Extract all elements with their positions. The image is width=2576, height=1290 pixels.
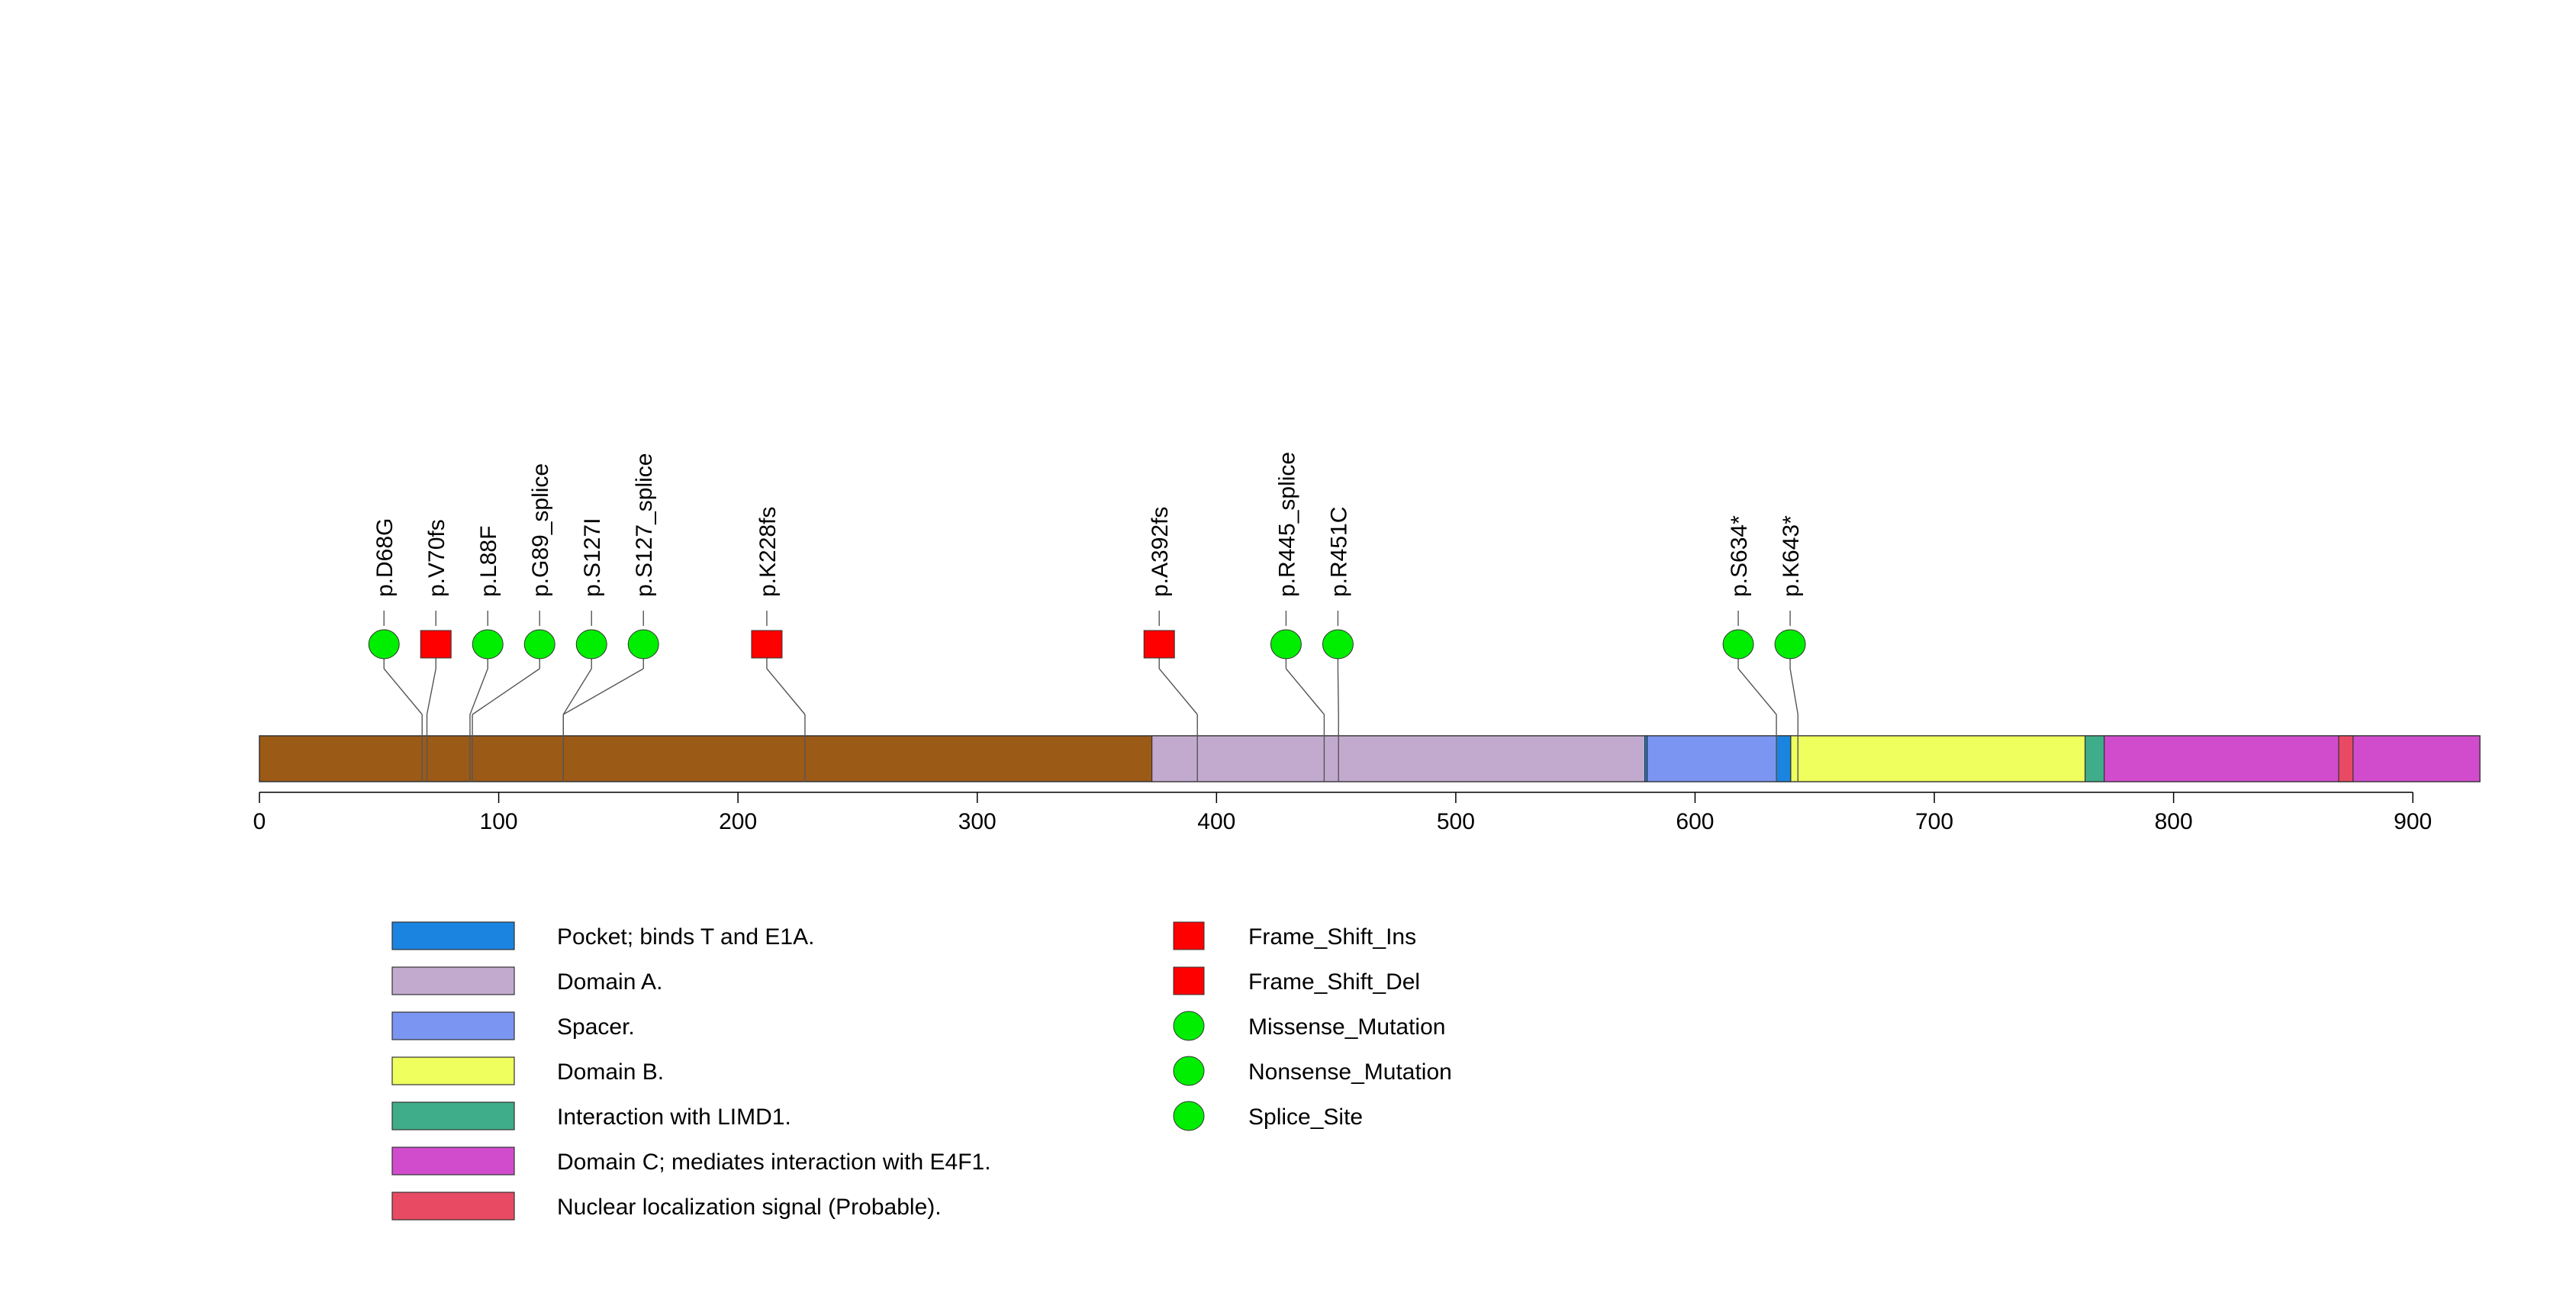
mutation-label: p.R445_splice xyxy=(1274,452,1299,597)
mutation-marker xyxy=(1322,629,1354,660)
mutation-labels-group: p.D68G p.V70fs p.L88F p.G89_splice p.S127I p.… xyxy=(372,452,1804,597)
domain-legend-label: Spacer. xyxy=(557,1014,635,1040)
mutation-legend-circle xyxy=(1173,1011,1205,1041)
x-axis-tick-label: 500 xyxy=(1437,809,1475,834)
x-axis-tick-label: 200 xyxy=(719,809,757,834)
frameshift-marker xyxy=(1143,630,1175,659)
mutation-markers-group xyxy=(368,629,1806,660)
domain-block xyxy=(1776,735,1792,782)
mutation-connector xyxy=(562,668,592,715)
mutation-connector xyxy=(562,668,644,715)
domain-legend-label: Nuclear localization signal (Probable). xyxy=(557,1195,942,1220)
mutation-legend-label: Frame_Shift_Del xyxy=(1248,969,1420,995)
mutation-label: p.S127_splice xyxy=(632,453,657,597)
domain-legend-swatch xyxy=(391,966,515,995)
x-axis-tick-label: 100 xyxy=(480,809,518,834)
mutation-connector xyxy=(472,668,540,715)
mutation-label: p.R451C xyxy=(1326,507,1351,597)
x-axis-tick-label: 900 xyxy=(2394,809,2432,834)
domain-legend-swatch xyxy=(391,1101,515,1130)
mutation-connector xyxy=(1285,668,1325,715)
mutation-marker xyxy=(368,629,400,660)
mutation-marker xyxy=(472,629,504,660)
mutation-legend-label: Missense_Mutation xyxy=(1248,1014,1445,1040)
domain-block xyxy=(2338,735,2354,782)
domain-legend-swatch xyxy=(391,921,515,950)
domain-legend-swatch xyxy=(391,1146,515,1176)
x-axis-tick-label: 700 xyxy=(1915,809,1953,834)
domain-legend: Pocket; binds T and E1A. Domain A. Spacer.… xyxy=(391,921,991,1221)
mutation-connector xyxy=(1737,668,1777,715)
mutation-legend-circle xyxy=(1173,1101,1205,1131)
mutation-label: p.V70fs xyxy=(424,519,449,597)
domain-block xyxy=(2104,735,2481,782)
x-axis-tick-label: 600 xyxy=(1676,809,1714,834)
x-axis-tick-label: 0 xyxy=(253,809,266,834)
mutation-legend-square xyxy=(1173,921,1205,950)
domain-legend-label: Domain A. xyxy=(557,969,662,995)
domain-legend-swatch xyxy=(391,1011,515,1040)
mutation-label: p.S127I xyxy=(580,518,605,597)
protein-backbone-group xyxy=(259,735,2481,782)
domain-legend-label: Interaction with LIMD1. xyxy=(557,1105,791,1130)
domain-block xyxy=(1151,735,1646,782)
mutation-legend-label: Splice_Site xyxy=(1248,1105,1363,1130)
mutation-connector xyxy=(469,668,488,715)
domain-block xyxy=(1647,735,1792,782)
mutation-connector xyxy=(766,668,806,715)
x-axis: 0 100 200 300 400 500 600 700 800 900 xyxy=(253,792,2432,834)
mutation-label: p.S634* xyxy=(1727,515,1752,597)
mutation-marker xyxy=(627,629,659,660)
mutation-connector xyxy=(1789,668,1798,715)
mutation-marker xyxy=(523,629,555,660)
mutation-marker xyxy=(1774,629,1806,660)
x-axis-tick-label: 800 xyxy=(2155,809,2193,834)
mutation-label: p.G89_splice xyxy=(528,463,553,597)
mutation-legend-label: Nonsense_Mutation xyxy=(1248,1059,1452,1085)
domain-legend-swatch xyxy=(391,1192,515,1221)
x-axis-tick-label: 400 xyxy=(1197,809,1235,834)
mutation-marker xyxy=(575,629,607,660)
frameshift-marker xyxy=(420,630,452,659)
mutation-legend-label: Frame_Shift_Ins xyxy=(1248,924,1416,950)
domain-legend-label: Domain B. xyxy=(557,1059,664,1085)
domain-legend-swatch xyxy=(391,1056,515,1085)
mutation-connector xyxy=(383,668,423,715)
mutation-label: p.D68G xyxy=(372,518,398,597)
mutation-legend: Frame_Shift_Ins Frame_Shift_Del Missense_M… xyxy=(1173,921,1452,1131)
domain-block xyxy=(2084,735,2105,782)
mutation-marker xyxy=(1722,629,1754,660)
x-axis-tick-label: 300 xyxy=(958,809,997,834)
mutation-label: p.K228fs xyxy=(755,507,781,597)
domain-legend-label: Pocket; binds T and E1A. xyxy=(557,924,814,950)
mutation-label: p.K643* xyxy=(1779,515,1804,597)
frameshift-marker xyxy=(751,630,783,659)
mutation-connector xyxy=(1158,668,1198,715)
mutation-label: p.A392fs xyxy=(1148,507,1173,597)
mutation-label: p.L88F xyxy=(476,526,501,597)
domain-block xyxy=(1790,735,2086,782)
mutation-marker xyxy=(1270,629,1302,660)
mutation-legend-square xyxy=(1173,966,1205,995)
mutation-legend-circle xyxy=(1173,1056,1205,1086)
domain-legend-label: Domain C; mediates interaction with E4F1… xyxy=(557,1150,991,1175)
mutation-connector xyxy=(426,668,436,715)
